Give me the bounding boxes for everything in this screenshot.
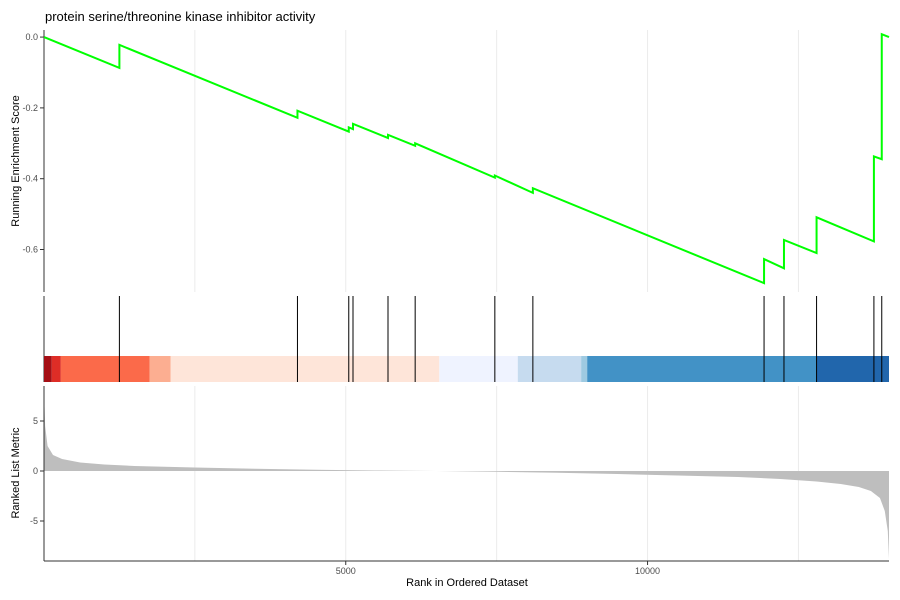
- x-tick-label: 5000: [336, 566, 356, 576]
- color-bar-segment: [581, 356, 588, 382]
- enrichment-y-tick-label: -0.6: [22, 245, 38, 255]
- color-bar-segment: [149, 356, 171, 382]
- ranked-metric-y-axis-title: Ranked List Metric: [10, 427, 22, 519]
- ranked-metric-y-tick-label: 0: [33, 466, 38, 476]
- color-bar-segment: [44, 356, 52, 382]
- chart-title: protein serine/threonine kinase inhibito…: [45, 9, 316, 24]
- hit-panel: [43, 296, 889, 382]
- enrichment-panel: 0.0 -0.2 -0.4 -0.6 Running Enrichment Score: [10, 30, 890, 292]
- ranked-metric-panel: 5 0 -5 5000 10000 Ranked List Metric Rank i…: [10, 386, 889, 589]
- running-enrichment-score-line: [43, 32, 890, 285]
- enrichment-y-tick-label: -0.4: [22, 174, 38, 184]
- enrichment-y-tick-label: -0.2: [22, 103, 38, 113]
- color-bar-segment: [517, 356, 582, 382]
- x-tick-label: 10000: [635, 566, 660, 576]
- enrichment-y-axis-title: Running Enrichment Score: [10, 95, 22, 226]
- color-bar-segment: [587, 356, 817, 382]
- ranked-metric-y-tick-label: 5: [33, 416, 38, 426]
- x-axis-title: Rank in Ordered Dataset: [406, 577, 528, 589]
- ranked-metric-y-tick-label: -5: [30, 516, 38, 526]
- ranked-metric-area: [44, 391, 889, 559]
- color-bar-segment: [170, 356, 440, 382]
- color-bar-segment: [60, 356, 150, 382]
- color-bar-segment: [816, 356, 889, 382]
- color-bar-segment: [439, 356, 518, 382]
- enrichment-y-tick-label: 0.0: [25, 32, 38, 42]
- color-bar-segment: [51, 356, 61, 382]
